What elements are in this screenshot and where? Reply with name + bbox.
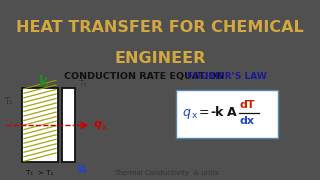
Text: Thermal Conductivity  & units: Thermal Conductivity & units <box>114 170 218 176</box>
Text: ENGINEER: ENGINEER <box>114 51 206 66</box>
Text: FOURIER’S LAW: FOURIER’S LAW <box>187 72 267 81</box>
Text: A: A <box>78 165 86 175</box>
Text: T₂: T₂ <box>78 80 86 89</box>
Text: -k: -k <box>211 107 224 120</box>
Text: q: q <box>93 119 101 129</box>
Text: x: x <box>191 111 197 120</box>
Bar <box>62 88 75 163</box>
Text: q: q <box>182 107 190 120</box>
Text: CONDUCTION RATE EQUATION: CONDUCTION RATE EQUATION <box>64 72 224 81</box>
Text: T₁  > T₂: T₁ > T₂ <box>26 170 54 176</box>
Text: dT: dT <box>239 100 255 110</box>
Text: =: = <box>199 107 210 120</box>
Bar <box>22 88 58 163</box>
Bar <box>176 90 278 138</box>
Text: x: x <box>102 123 107 132</box>
Text: dx: dx <box>239 116 254 126</box>
Text: A: A <box>227 107 236 120</box>
Text: k: k <box>39 75 48 89</box>
Text: T₁: T₁ <box>4 97 12 106</box>
Text: HEAT TRANSFER FOR CHEMICAL: HEAT TRANSFER FOR CHEMICAL <box>16 20 304 35</box>
